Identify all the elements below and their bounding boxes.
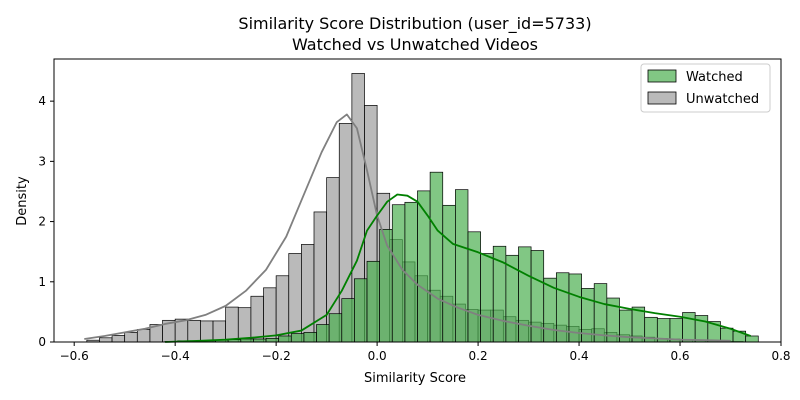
unwatched-bar (275, 275, 290, 343)
y-tick-label: 3 (38, 154, 46, 168)
chart-title: Similarity Score Distribution (user_id=5… (238, 14, 591, 34)
unwatched-bar (136, 329, 151, 343)
y-axis-label: Density (15, 176, 30, 226)
x-tick-label: −0.6 (60, 349, 89, 363)
unwatched-bar (124, 332, 138, 343)
legend-label-unwatched: Unwatched (686, 92, 759, 107)
watched-bar (366, 260, 380, 343)
kde-curves (84, 113, 752, 343)
watched-bar (404, 201, 418, 343)
legend: Watched Unwatched (640, 63, 771, 113)
unwatched-bar (237, 307, 252, 343)
watched-bar (455, 189, 469, 343)
watched-bar (417, 190, 431, 343)
x-tick-label: 0.8 (771, 349, 790, 363)
x-tick-label: 0.0 (368, 349, 387, 363)
unwatched-bar (111, 335, 126, 343)
watched-bar (341, 298, 355, 343)
unwatched-bar (263, 287, 277, 343)
x-tick-label: 0.6 (670, 349, 689, 363)
unwatched-bar (200, 320, 214, 343)
y-tick-label: 1 (38, 275, 46, 289)
x-tick-label: 0.4 (570, 349, 589, 363)
watched-bar (593, 283, 608, 343)
legend-label-watched: Watched (686, 70, 743, 85)
unwatched-bar (187, 319, 201, 343)
watched-bar (265, 338, 280, 343)
legend-swatch-unwatched (647, 91, 677, 105)
watched-bar (379, 229, 393, 343)
watched-bar (278, 335, 292, 343)
unwatched-bar (225, 306, 239, 343)
y-axis-ticks: 0 1 2 3 4 (38, 94, 54, 349)
watched-bar (354, 278, 368, 343)
watched-bar (467, 231, 481, 343)
unwatched-kde-line (84, 113, 731, 342)
unwatched-bar (250, 295, 264, 343)
x-tick-label: −0.2 (262, 349, 291, 363)
x-tick-label: 0.2 (469, 349, 488, 363)
x-axis-ticks: −0.6 −0.4 −0.2 0.0 0.2 0.4 0.6 0.8 (60, 342, 791, 363)
x-tick-label: −0.4 (161, 349, 190, 363)
watched-bar (328, 313, 343, 343)
watched-bar (505, 254, 519, 343)
watched-bar (429, 171, 444, 343)
plot-frame (53, 58, 782, 343)
watched-bar (316, 324, 330, 343)
y-tick-label: 2 (38, 215, 46, 229)
x-axis-label: Similarity Score (364, 371, 466, 386)
chart-subtitle: Watched vs Unwatched Videos (292, 35, 538, 54)
y-tick-label: 4 (38, 94, 46, 108)
unwatched-bar (99, 337, 113, 343)
y-tick-label: 0 (38, 335, 46, 349)
watched-bar (745, 335, 759, 343)
watched-bar (480, 253, 494, 343)
unwatched-bar (288, 253, 302, 343)
watched-bar (442, 204, 456, 343)
legend-swatch-watched (647, 69, 677, 83)
watched-bar (303, 332, 317, 343)
watched-bar (518, 246, 532, 343)
watched-kde-line (165, 193, 752, 343)
watched-bar (391, 204, 406, 343)
watched-bar (290, 333, 305, 343)
